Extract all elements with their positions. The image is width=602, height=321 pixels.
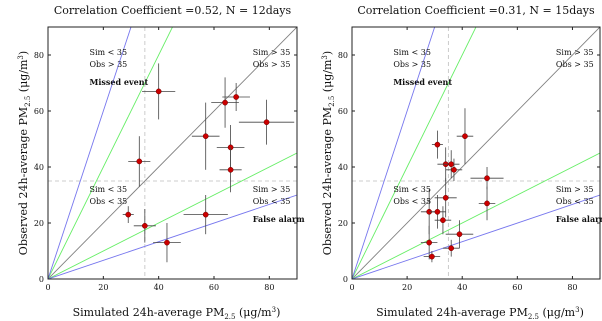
x-tick-label: 0 xyxy=(349,283,354,292)
data-point xyxy=(434,208,441,215)
reference-line-2 xyxy=(48,152,297,279)
data-point xyxy=(448,161,455,168)
quadrant-annotation: Obs < 35 xyxy=(393,197,431,206)
y-axis-label: Observed 24h-average PM2.5 (μg/m3) xyxy=(321,51,336,255)
y-tick-label: 80 xyxy=(338,51,348,60)
quadrant-annotation: Sim < 35 xyxy=(393,185,431,194)
reference-line-0 xyxy=(352,27,600,279)
x-tick-label: 40 xyxy=(457,283,467,292)
plot-frame xyxy=(351,26,601,280)
quadrant-label: Missed event xyxy=(90,77,149,87)
y-tick-label: 0 xyxy=(343,275,348,284)
data-point xyxy=(155,88,162,95)
data-point xyxy=(233,94,239,100)
quadrant-annotation: Sim > 35 xyxy=(253,48,291,57)
quadrant-annotation: Obs < 35 xyxy=(90,197,128,206)
quadrant-annotation: Sim > 35 xyxy=(556,185,594,194)
data-point xyxy=(451,166,457,173)
data-point xyxy=(484,175,490,182)
reference-line-3 xyxy=(352,27,436,279)
data-point xyxy=(429,253,435,260)
data-point xyxy=(227,166,234,173)
quadrant-annotation: Obs > 35 xyxy=(556,60,594,69)
y-tick-label: 40 xyxy=(338,163,348,172)
y-tick-label: 60 xyxy=(34,107,44,116)
reference-line-3 xyxy=(48,27,132,279)
data-point xyxy=(125,211,132,218)
data-point xyxy=(426,239,433,246)
data-point xyxy=(141,222,148,229)
reference-line-1 xyxy=(352,27,477,279)
reference-line-0 xyxy=(48,27,297,279)
data-point xyxy=(448,245,455,252)
data-point xyxy=(164,239,170,246)
data-point xyxy=(434,141,441,148)
y-tick-label: 20 xyxy=(338,219,348,228)
reference-line-4 xyxy=(48,194,297,279)
data-point xyxy=(462,133,468,140)
x-tick-label: 40 xyxy=(154,283,164,292)
reference-line-2 xyxy=(352,152,600,279)
data-point xyxy=(202,133,209,140)
x-tick-label: 20 xyxy=(98,283,108,292)
x-tick-label: 0 xyxy=(45,283,50,292)
quadrant-annotation: Obs > 35 xyxy=(90,60,128,69)
y-axis-label: Observed 24h-average PM2.5 (μg/m3) xyxy=(17,51,32,255)
quadrant-annotation: Obs < 35 xyxy=(556,197,594,206)
quadrant-label: Missed event xyxy=(393,77,452,87)
x-tick-label: 20 xyxy=(402,283,412,292)
x-tick-label: 80 xyxy=(264,283,274,292)
plot-area xyxy=(352,27,600,279)
quadrant-annotation: Obs > 35 xyxy=(393,60,431,69)
x-axis-label: Simulated 24h-average PM2.5 (μg/m3) xyxy=(376,306,584,321)
reference-line-1 xyxy=(48,27,174,279)
data-point xyxy=(442,194,449,201)
quadrant-label: False alarm xyxy=(253,214,305,224)
data-point xyxy=(222,99,228,106)
quadrant-annotation: Sim > 35 xyxy=(253,185,291,194)
quadrant-annotation: Sim < 35 xyxy=(393,48,431,57)
quadrant-annotation: Obs < 35 xyxy=(253,197,291,206)
right-panel: 0 20 40 60 80 0 20 40 60 80 Correlation Coefficien… xyxy=(321,4,602,321)
left-panel: 0 20 40 60 80 0 20 40 60 80 Correlation Coefficien… xyxy=(17,4,305,321)
quadrant-label: False alarm xyxy=(556,214,602,224)
data-point xyxy=(456,231,463,238)
reference-line-4 xyxy=(352,194,600,279)
y-tick-label: 60 xyxy=(338,107,348,116)
quadrant-annotation: Obs > 35 xyxy=(253,60,291,69)
plot-frame xyxy=(47,26,298,280)
y-tick-label: 80 xyxy=(34,51,44,60)
data-point xyxy=(202,211,209,218)
x-axis-label: Simulated 24h-average PM2.5 (μg/m3) xyxy=(73,306,281,321)
data-point xyxy=(484,200,490,207)
quadrant-annotation: Sim < 35 xyxy=(90,185,128,194)
y-tick-label: 20 xyxy=(34,219,44,228)
quadrant-annotation: Sim < 35 xyxy=(90,48,128,57)
data-point xyxy=(263,119,270,126)
x-tick-label: 60 xyxy=(512,283,522,292)
data-point xyxy=(136,158,143,165)
x-tick-label: 60 xyxy=(209,283,219,292)
x-tick-label: 80 xyxy=(567,283,577,292)
plot-area xyxy=(48,27,297,279)
data-point xyxy=(440,217,446,224)
chart-title: Correlation Coefficient =0.31, N = 15day… xyxy=(357,4,595,17)
quadrant-annotation: Sim > 35 xyxy=(556,48,594,57)
y-tick-label: 0 xyxy=(39,275,44,284)
chart-title: Correlation Coefficient =0.52, N = 12day… xyxy=(54,4,292,17)
y-tick-label: 40 xyxy=(34,163,44,172)
